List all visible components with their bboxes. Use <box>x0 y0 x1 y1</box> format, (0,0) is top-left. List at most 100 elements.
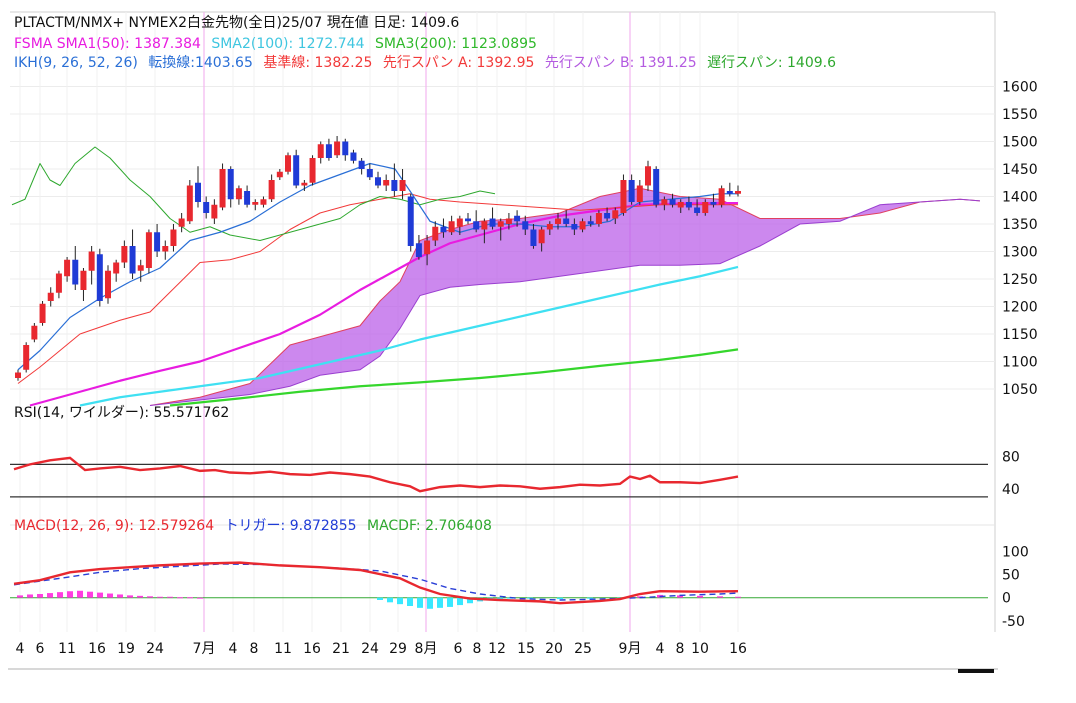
candle-body <box>653 169 660 205</box>
candle-body <box>530 229 537 246</box>
x-tick-label: 7月 <box>193 641 216 657</box>
macd-histogram-bar <box>387 597 393 603</box>
sma-legend: FSMA SMA1(50): 1387.384 SMA2(100): 1272.… <box>14 36 537 52</box>
candle-body <box>260 199 267 205</box>
candle-body <box>88 251 95 271</box>
candle-body <box>448 221 455 233</box>
macd-histogram-bar <box>197 597 203 599</box>
x-tick-label: 8 <box>676 641 685 657</box>
macd-histogram-bar <box>77 590 83 598</box>
candle-body <box>489 218 496 227</box>
macd-trigger-label: トリガー: 9.872855 <box>225 518 357 534</box>
candle-body <box>694 207 701 213</box>
x-tick-label: 19 <box>117 641 135 657</box>
macd-histogram-bar <box>587 597 593 599</box>
candle-body <box>325 144 332 158</box>
macd-histogram-bar <box>177 597 183 599</box>
macd-histogram-bar <box>437 597 443 608</box>
macd-histogram-bar <box>497 597 503 600</box>
x-tick-label: 10 <box>691 641 709 657</box>
scrollbar-thumb[interactable] <box>958 669 994 673</box>
candle-body <box>628 180 635 202</box>
rsi-tick-label: 80 <box>1002 449 1020 465</box>
candle-body <box>317 144 324 158</box>
candle-body <box>129 246 136 274</box>
macd-value-label: MACD(12, 26, 9): 12.579264 <box>14 518 214 534</box>
price-tick-label: 1500 <box>1002 135 1038 151</box>
price-tick-label: 1150 <box>1002 327 1038 343</box>
x-tick-label: 8 <box>250 641 259 657</box>
macd-histogram-bar <box>427 597 433 609</box>
month-separators <box>203 12 631 632</box>
grid-lines <box>10 11 996 632</box>
x-tick-label: 11 <box>274 641 292 657</box>
macd-histogram-bar <box>27 594 33 598</box>
macd-line <box>13 561 739 605</box>
x-tick-label: 24 <box>361 641 379 657</box>
macd-histogram-bar <box>127 595 133 598</box>
macd-histogram-bar <box>17 595 23 598</box>
price-tick-label: 1400 <box>1002 190 1038 206</box>
candle-body <box>456 218 463 227</box>
candle-body <box>645 166 651 186</box>
candle-body <box>301 182 308 186</box>
x-tick-label: 16 <box>729 641 747 657</box>
candle-body <box>555 218 561 224</box>
macd-histogram-bar <box>397 597 403 605</box>
macd-tick-label: -50 <box>1002 614 1025 630</box>
candle-body <box>72 259 79 285</box>
macd-histogram-bar <box>117 594 123 598</box>
ikh-tenkan-label: 転換線:1403.65 <box>148 55 253 71</box>
macd-histogram-bar <box>447 597 453 607</box>
ichimoku-cloud-area <box>150 188 980 406</box>
price-tick-label: 1450 <box>1002 162 1038 178</box>
candle-body <box>587 221 594 224</box>
x-tick-label: 12 <box>488 641 506 657</box>
candle-body <box>407 196 414 246</box>
macd-histogram-bar <box>557 597 563 600</box>
macd-histogram-bar <box>735 596 741 598</box>
ichimoku-cloud <box>149 187 981 406</box>
candlesticks <box>15 136 741 381</box>
candle-body <box>47 292 54 301</box>
macd-histogram-bar <box>697 595 703 598</box>
rsi-label: RSI(14, ワイルダー): 55.571762 <box>14 405 229 421</box>
macd-histogram-bar <box>417 597 423 608</box>
macd-histogram-bar <box>157 596 163 598</box>
candle-body <box>571 224 578 230</box>
macd-tick-label: 100 <box>1002 545 1029 561</box>
x-tick-label: 21 <box>332 641 350 657</box>
candle-body <box>178 218 185 227</box>
candle-body <box>718 188 725 205</box>
candle-body <box>383 180 390 186</box>
kijun-line <box>17 193 738 384</box>
macd-histogram-bar <box>507 597 513 599</box>
candle-body <box>268 180 275 200</box>
macd-legend: MACD(12, 26, 9): 12.579264 トリガー: 9.87285… <box>14 518 492 534</box>
candle-body <box>710 202 717 205</box>
sma1-label: FSMA SMA1(50): 1387.384 <box>14 36 201 52</box>
x-tick-label: 25 <box>574 641 592 657</box>
candle-body <box>227 169 234 200</box>
candle-body <box>579 221 586 230</box>
x-tick-label: 4 <box>16 641 25 657</box>
candle-body <box>105 270 111 299</box>
candle-body <box>154 232 161 252</box>
horizontal-scrollbar-track[interactable] <box>8 668 998 670</box>
price-tick-label: 1350 <box>1002 217 1038 233</box>
candle-body <box>293 155 300 186</box>
cloud-span-b-line <box>149 198 981 406</box>
tenkan-line <box>17 162 738 371</box>
macd-histogram-bar <box>527 597 533 599</box>
macd-histogram-bar <box>147 596 153 598</box>
candle-body <box>252 202 259 205</box>
candle-body <box>669 199 676 205</box>
candle-body <box>726 191 733 194</box>
candle-body <box>735 191 741 194</box>
candle-body <box>424 240 431 255</box>
macd-histogram-bar <box>377 597 383 600</box>
macd-histogram-bar <box>57 592 63 598</box>
x-tick-label: 4 <box>656 641 665 657</box>
candle-body <box>137 265 144 271</box>
macd-histogram-bar <box>67 591 73 598</box>
